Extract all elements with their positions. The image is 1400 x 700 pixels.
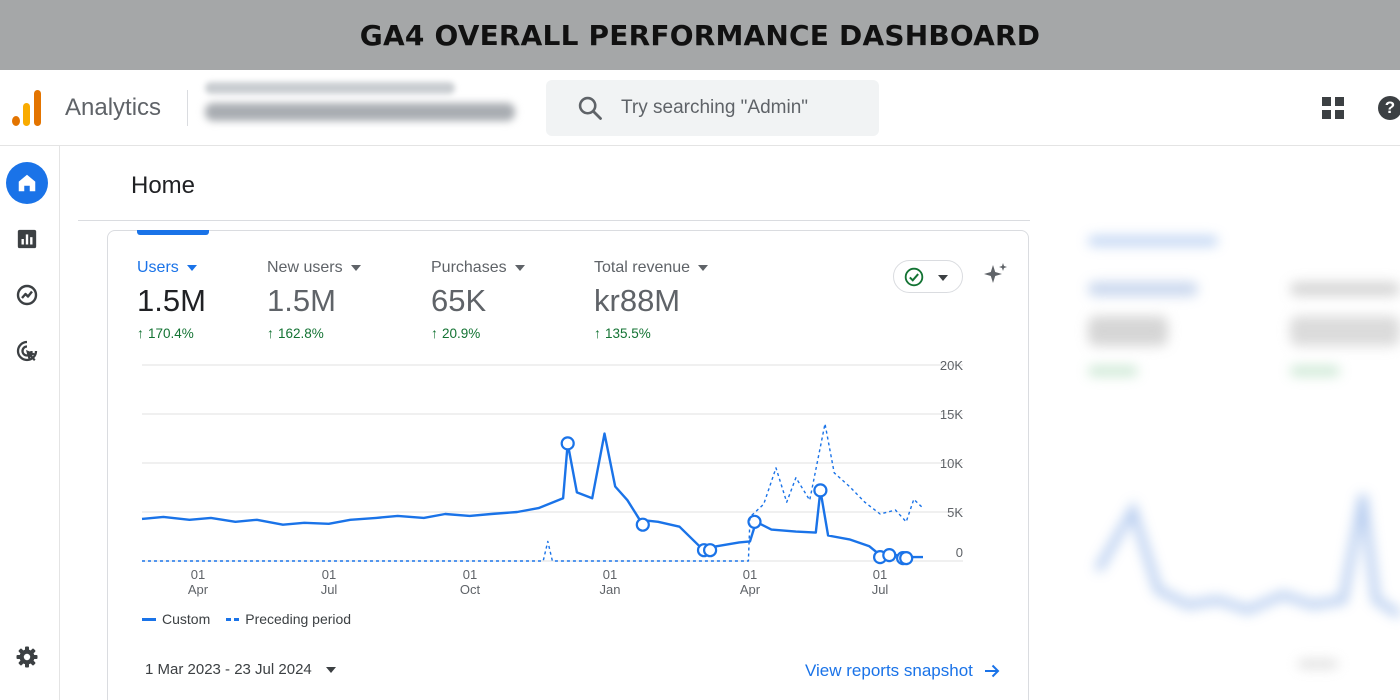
advertising-icon [16,340,38,362]
nav-explore-button[interactable] [6,274,48,316]
metric-label: Users [137,259,179,276]
chevron-down-icon[interactable] [325,666,336,673]
page-banner: GA4 OVERALL PERFORMANCE DASHBOARD [0,0,1400,70]
background-blurred-panel [1088,236,1400,668]
x-tick-day: 01 [322,567,336,582]
anomaly-marker [882,548,897,563]
y-tick-label: 15K [940,407,963,422]
legend-solid-swatch [142,617,156,621]
arrow-up-icon: ↑ [137,325,144,341]
property-selector-redacted[interactable] [205,103,515,121]
apps-grid-icon[interactable] [1322,97,1344,119]
anomaly-marker [747,514,762,529]
arrow-up-icon: ↑ [594,325,601,341]
series-line-preceding-period [142,423,924,562]
chevron-down-icon[interactable] [938,275,948,281]
topbar-divider [187,90,188,126]
metric-new-users[interactable]: New users 1.5M ↑ 162.8% [267,259,361,341]
reports-icon [17,229,37,249]
metric-total-revenue[interactable]: Total revenue kr88M ↑ 135.5% [594,259,709,341]
legend-current: Custom [162,611,211,627]
date-range-picker[interactable]: 1 Mar 2023 - 23 Jul 2024 [145,661,336,678]
arrow-up-icon: ↑ [431,325,438,341]
search-box[interactable]: Try searching "Admin" [546,80,879,136]
anomaly-marker [702,543,718,558]
check-circle-icon [904,267,924,287]
banner-title: GA4 OVERALL PERFORMANCE DASHBOARD [359,18,1041,52]
anomaly-marker [560,436,575,451]
y-tick-label: 5K [947,505,963,520]
explore-icon [16,284,38,306]
x-tick-month: Apr [740,582,761,597]
search-placeholder[interactable]: Try searching "Admin" [621,97,809,118]
x-tick-day: 01 [873,567,887,582]
x-tick-day: 01 [743,567,757,582]
app-name: Analytics [65,94,162,121]
date-range-label[interactable]: 1 Mar 2023 - 23 Jul 2024 [145,661,312,678]
x-tick-month: Jan [600,582,621,597]
metric-value: 65K [431,283,487,318]
home-icon [18,174,36,192]
active-metric-indicator [137,230,209,235]
arrow-right-icon [984,664,1000,678]
nav-reports-button[interactable] [6,218,48,260]
y-tick-label: 20K [940,358,963,373]
left-nav [0,146,60,700]
nav-advertising-button[interactable] [6,330,48,372]
metric-change: 162.8% [278,325,324,341]
metric-change: 20.9% [442,325,481,341]
sparkle-insights-icon[interactable] [982,261,1010,289]
nav-home-button[interactable] [6,162,48,204]
legend-previous: Preceding period [245,611,352,627]
chevron-down-icon[interactable] [350,265,361,271]
chevron-down-icon[interactable] [186,265,197,271]
page-title: Home [131,172,196,199]
metric-change: 135.5% [605,325,651,341]
account-name-redacted[interactable] [205,82,455,94]
x-tick-month: Apr [188,582,209,597]
users-line-chart: 20K15K10K5K001Apr01Jul01Oct01Jan01Apr01J… [141,358,963,597]
top-bar: Analytics Try searching "Admin" ? [0,70,1400,146]
anomaly-marker [635,517,650,532]
nav-admin-button[interactable] [6,636,48,678]
title-divider [78,220,1030,221]
chart-legend: Custom Preceding period [142,611,351,627]
metric-label: Total revenue [594,259,691,276]
settings-icon [16,646,38,668]
metric-value: kr88M [594,283,681,318]
metric-purchases[interactable]: Purchases 65K ↑ 20.9% [431,259,525,341]
search-icon [578,96,602,120]
metric-users[interactable]: Users 1.5M ↑ 170.4% [137,259,206,341]
analytics-logo-icon[interactable] [12,90,44,126]
anomaly-marker [899,551,914,566]
metric-value: 1.5M [137,283,206,318]
chevron-down-icon[interactable] [514,265,525,271]
x-tick-day: 01 [191,567,205,582]
metric-label: Purchases [431,259,507,276]
legend-dashed-swatch [226,617,240,621]
y-tick-label: 10K [940,456,963,471]
series-line-custom [141,432,923,559]
x-tick-month: Jul [321,582,338,597]
x-tick-day: 01 [603,567,617,582]
chevron-down-icon[interactable] [698,265,709,271]
overview-card: Users 1.5M ↑ 170.4% New users 1.5M ↑ 162.8… [107,230,1029,700]
snapshot-label[interactable]: View reports snapshot [805,661,973,680]
y-tick-label: 0 [956,545,963,560]
anomaly-marker [813,483,828,498]
help-icon[interactable]: ? [1378,96,1400,120]
view-reports-snapshot-link[interactable]: View reports snapshot [805,661,1001,681]
arrow-up-icon: ↑ [267,325,274,341]
x-tick-day: 01 [463,567,477,582]
metric-value: 1.5M [267,283,336,318]
x-tick-month: Jul [872,582,889,597]
metric-label: New users [267,259,343,276]
metric-change: 170.4% [148,325,194,341]
data-quality-dropdown[interactable] [893,260,963,293]
x-tick-month: Oct [460,582,481,597]
